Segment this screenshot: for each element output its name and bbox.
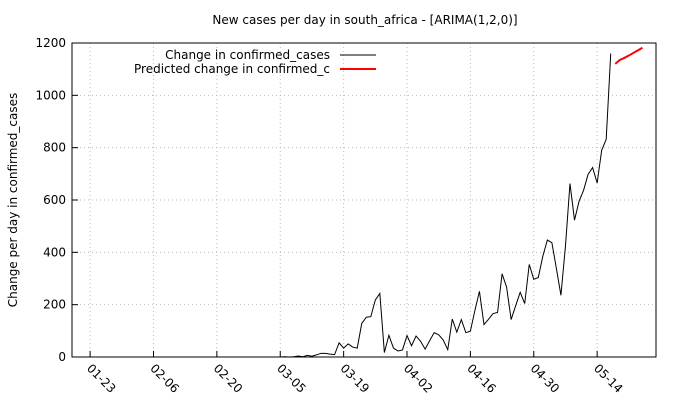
chart-title: New cases per day in south_africa - [ARI…: [212, 13, 517, 27]
y-tick-label: 0: [58, 350, 66, 364]
y-tick-label: 600: [43, 193, 66, 207]
x-tick-label: 01-23: [84, 361, 119, 396]
series-line: [614, 46, 643, 65]
y-tick-label: 1000: [35, 88, 66, 102]
x-tick-label: 05-14: [591, 361, 626, 396]
x-tick-label: 03-05: [274, 361, 309, 396]
y-tick-label: 1200: [35, 36, 66, 50]
x-tick-label: 02-20: [211, 361, 246, 396]
x-tick-label: 04-30: [528, 361, 563, 396]
y-tick-label: 400: [43, 245, 66, 259]
x-tick-label: 02-06: [147, 361, 182, 396]
legend-label: Predicted change in confirmed_c: [134, 62, 330, 76]
plot-frame: [71, 42, 657, 358]
legend-label: Change in confirmed_cases: [165, 48, 330, 62]
x-tick-label: 04-16: [464, 361, 499, 396]
series-line: [280, 53, 612, 358]
y-axis-label: Change per day in confirmed_cases: [6, 93, 20, 308]
x-tick-label: 03-19: [338, 361, 373, 396]
y-tick-label: 800: [43, 141, 66, 155]
x-tick-label: 04-02: [401, 361, 436, 396]
y-tick-label: 200: [43, 298, 66, 312]
